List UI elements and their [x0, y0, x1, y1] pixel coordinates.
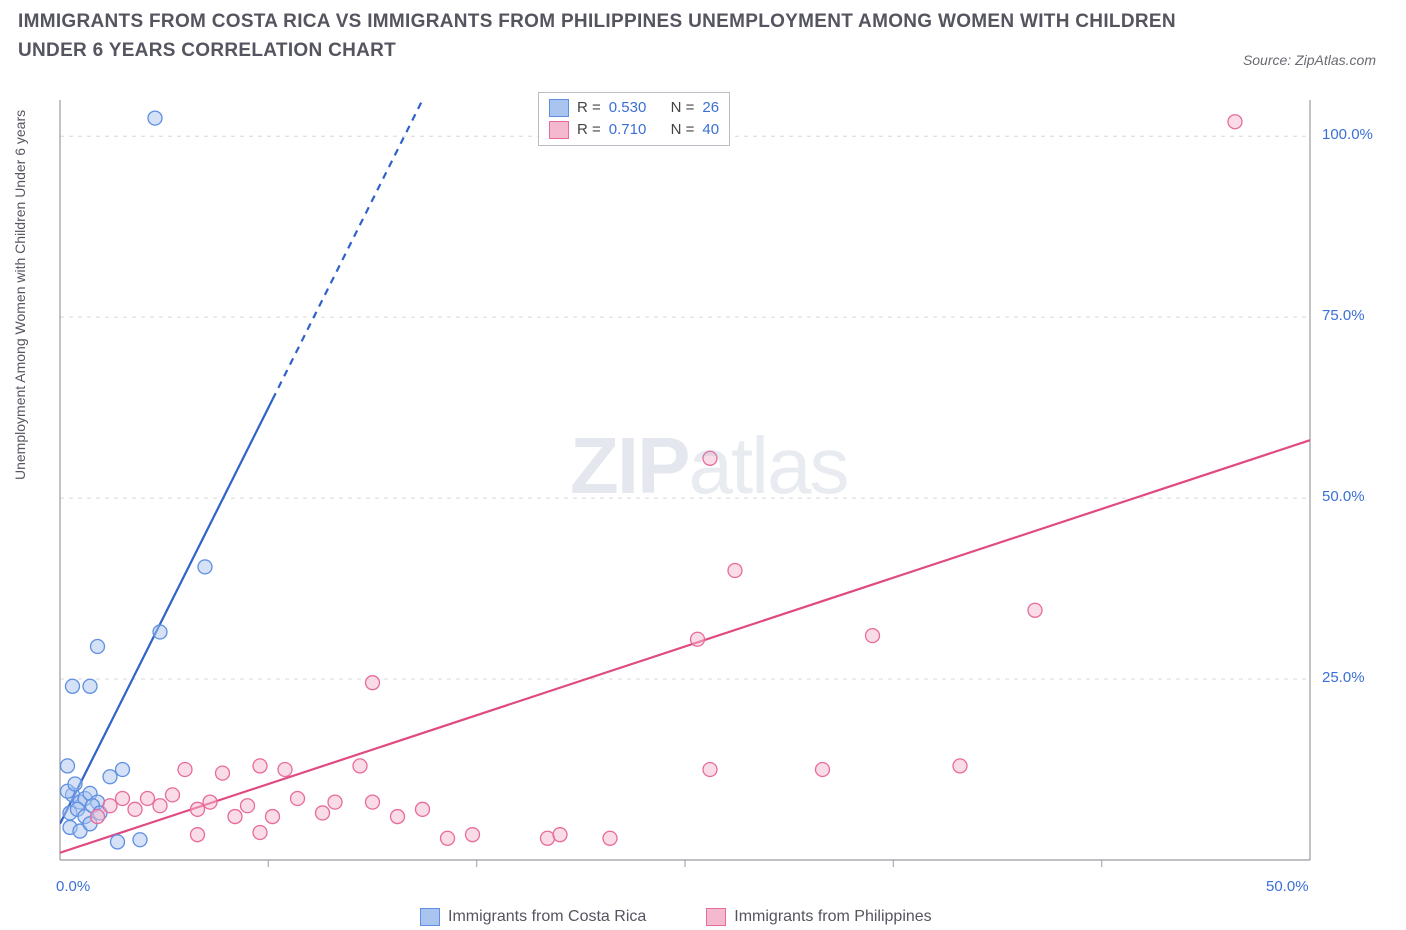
legend-row-costa-rica: R = 0.530 N = 26 — [549, 97, 719, 119]
y-tick-label: 25.0% — [1322, 669, 1365, 686]
y-tick-label: 75.0% — [1322, 307, 1365, 324]
legend-item-philippines: Immigrants from Philippines — [706, 908, 931, 926]
series-legend: Immigrants from Costa Rica Immigrants fr… — [420, 908, 932, 926]
n-prefix: N = — [671, 97, 695, 119]
swatch-philippines — [549, 121, 569, 139]
r-prefix: R = — [577, 119, 601, 141]
chart-title: IMMIGRANTS FROM COSTA RICA VS IMMIGRANTS… — [18, 8, 1186, 65]
legend-label: Immigrants from Costa Rica — [448, 908, 646, 926]
correlation-legend: R = 0.530 N = 26 R = 0.710 N = 40 — [538, 92, 730, 146]
legend-item-costa-rica: Immigrants from Costa Rica — [420, 908, 646, 926]
r-value-philippines: 0.710 — [609, 119, 647, 141]
y-tick-label: 50.0% — [1322, 488, 1365, 505]
chart-plot-area — [50, 90, 1380, 880]
n-value-philippines: 40 — [702, 119, 719, 141]
swatch-icon — [420, 908, 440, 926]
r-value-costa-rica: 0.530 — [609, 97, 647, 119]
n-value-costa-rica: 26 — [702, 97, 719, 119]
r-prefix: R = — [577, 97, 601, 119]
swatch-costa-rica — [549, 99, 569, 117]
x-tick-label: 0.0% — [56, 878, 90, 895]
source-label: Source: ZipAtlas.com — [1243, 52, 1376, 68]
n-prefix: N = — [671, 119, 695, 141]
swatch-icon — [706, 908, 726, 926]
legend-row-philippines: R = 0.710 N = 40 — [549, 119, 719, 141]
y-tick-label: 100.0% — [1322, 126, 1373, 143]
scatter-svg — [50, 90, 1380, 880]
x-tick-label: 50.0% — [1266, 878, 1309, 895]
legend-label: Immigrants from Philippines — [734, 908, 931, 926]
y-axis-label: Unemployment Among Women with Children U… — [12, 110, 28, 480]
